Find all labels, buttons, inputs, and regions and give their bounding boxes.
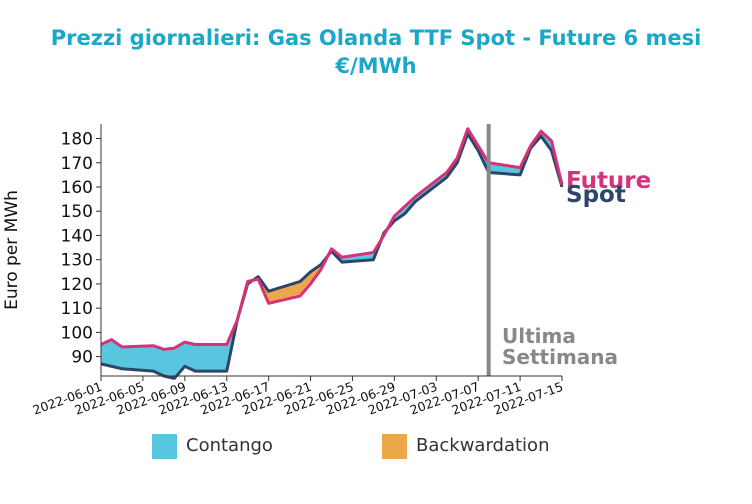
future-line — [100, 127, 564, 351]
legend-swatch-backwardation — [382, 434, 407, 459]
y-tick-label-150: 150 — [61, 202, 93, 222]
y-tick-label-110: 110 — [61, 299, 93, 319]
contango-area-2 — [328, 239, 382, 263]
y-tick-label-90: 90 — [71, 348, 93, 368]
y-axis-label: Euro per MWh — [2, 190, 22, 310]
y-tick-label-100: 100 — [61, 323, 93, 343]
last-week-label-0: Ultima — [502, 324, 576, 348]
future-end-label: Future — [566, 168, 651, 194]
last-week-label-1: Settimana — [502, 345, 618, 369]
y-tick-label-180: 180 — [61, 130, 93, 150]
legend-label-backwardation: Backwardation — [416, 435, 550, 456]
contango-area-0 — [101, 280, 253, 379]
legend-swatch-contango — [152, 434, 177, 459]
y-tick-label-170: 170 — [61, 154, 93, 174]
chart-subtitle: €/MWh — [335, 54, 417, 78]
chart-title: Prezzi giornalieri: Gas Olanda TTF Spot … — [50, 26, 702, 50]
spot-end-label: Spot — [566, 182, 626, 208]
y-tick-label-130: 130 — [61, 251, 93, 271]
y-tick-label-120: 120 — [61, 275, 93, 295]
y-tick-label-160: 160 — [61, 178, 93, 198]
y-tick-label-140: 140 — [61, 226, 93, 246]
legend-label-contango: Contango — [186, 435, 273, 456]
